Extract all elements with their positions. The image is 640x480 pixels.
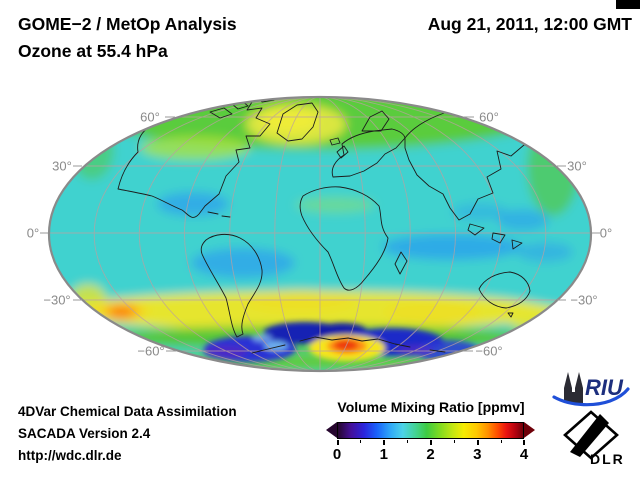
colorbar-tick-4 [523, 440, 525, 445]
colorbar-right-arrow [524, 422, 535, 438]
map-outline [47, 95, 593, 373]
lat-label-left-m30: −30° [43, 292, 71, 308]
colorbar-tick-2 [429, 440, 432, 445]
dlr-logo: DLR [563, 410, 625, 467]
lat-label-left-m60: −60° [137, 343, 165, 359]
colorbar-label-4: 4 [519, 446, 529, 463]
colorbar-minor-tick [360, 440, 362, 443]
colorbar-tick-3 [476, 440, 479, 445]
colorbar-gradient [337, 422, 524, 439]
lat-label-left-0: 0° [26, 225, 40, 241]
colorbar-minor-tick [500, 440, 502, 443]
cathedral-icon [564, 372, 583, 403]
lat-label-left-30: 30° [52, 158, 72, 174]
riu-swoosh-icon [552, 387, 630, 407]
lat-label-right-0: 0° [599, 225, 613, 241]
dlr-dart-icon [570, 414, 609, 457]
plot-title: GOME−2 / MetOp Analysis [18, 14, 237, 34]
plot-subtitle: Ozone at 55.4 hPa [18, 41, 168, 61]
footer-url: http://wdc.dlr.de [18, 448, 122, 463]
lat-label-right-30: 30° [567, 158, 587, 174]
colorbar-label-3: 3 [473, 446, 482, 463]
lat-label-right-60: 60° [479, 109, 499, 125]
corner-mark [616, 0, 640, 9]
colorbar-tick-0 [336, 440, 339, 445]
colorbar-tick-1 [383, 440, 385, 445]
colorbar-title: Volume Mixing Ratio [ppmv] [337, 399, 525, 415]
riu-logo: RIU [552, 372, 630, 407]
colorbar-label-2: 2 [426, 446, 435, 463]
latitude-ticks [40, 116, 600, 352]
lat-label-left-60: 60° [140, 109, 160, 125]
colorbar-minor-tick [453, 440, 455, 443]
colorbar: Volume Mixing Ratio [ppmv] 0 1 2 3 4 [326, 395, 536, 467]
lat-label-right-m30: −30° [570, 292, 598, 308]
colorbar-minor-tick [407, 440, 409, 443]
colorbar-label-0: 0 [332, 446, 342, 463]
lat-label-right-m60: −60° [475, 343, 503, 359]
colorbar-label-1: 1 [379, 446, 388, 463]
dlr-logo-text: DLR [590, 451, 625, 467]
footer-assimilation-label: 4DVar Chemical Data Assimilation [18, 404, 237, 419]
coastlines [117, 97, 560, 354]
colorbar-left-arrow [326, 422, 337, 438]
footer-version-label: SACADA Version 2.4 [18, 426, 151, 441]
plot-datetime: Aug 21, 2011, 12:00 GMT [427, 14, 632, 34]
